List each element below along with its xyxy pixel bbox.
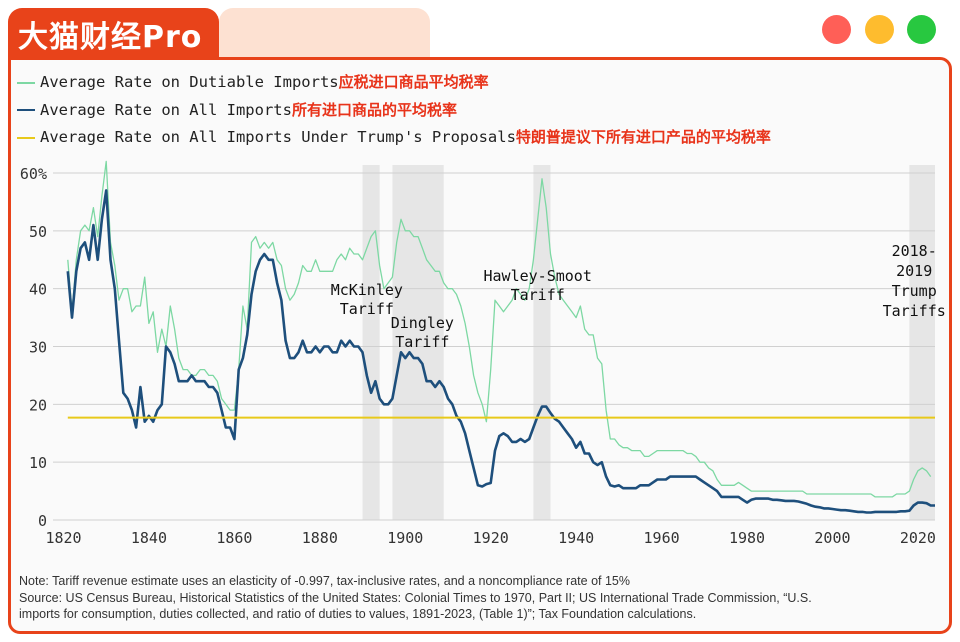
annotation-label: Tariffs bbox=[883, 302, 946, 320]
chart-footnote: Note: Tariff revenue estimate uses an el… bbox=[19, 573, 939, 623]
x-tick-label: 1880 bbox=[302, 529, 338, 547]
x-tick-label: 1840 bbox=[131, 529, 167, 547]
legend-item-trump-proposals: Average Rate on All Imports Under Trump'… bbox=[17, 123, 771, 151]
maximize-window-button[interactable] bbox=[907, 15, 936, 44]
x-tick-label: 2000 bbox=[814, 529, 850, 547]
legend-item-dutiable: Average Rate on Dutiable Imports应税进口商品平均… bbox=[17, 68, 771, 96]
y-tick-label: 0 bbox=[38, 512, 47, 530]
x-tick-label: 1920 bbox=[473, 529, 509, 547]
shaded-period bbox=[533, 165, 551, 520]
legend-swatch bbox=[17, 109, 35, 111]
minimize-window-button[interactable] bbox=[865, 15, 894, 44]
annotation-label: Dingley bbox=[391, 314, 454, 332]
legend-label-en: Average Rate on Dutiable Imports bbox=[40, 73, 339, 91]
x-tick-label: 1900 bbox=[387, 529, 423, 547]
shaded-period bbox=[392, 165, 444, 520]
legend-label-zh: 应税进口商品平均税率 bbox=[338, 73, 489, 91]
annotation-label: 2019 bbox=[896, 262, 932, 280]
x-tick-label: 1820 bbox=[45, 529, 81, 547]
footnote-line: Note: Tariff revenue estimate uses an el… bbox=[19, 574, 630, 588]
annotation-label: McKinley bbox=[331, 281, 403, 299]
legend-label-en: Average Rate on All Imports Under Trump'… bbox=[40, 128, 516, 146]
brand-title: 大猫财经Pro bbox=[18, 20, 203, 55]
close-window-button[interactable] bbox=[822, 15, 851, 44]
shaded-period bbox=[909, 165, 935, 520]
annotation-label: Tariff bbox=[395, 333, 449, 351]
chart-panel bbox=[8, 57, 952, 634]
legend-label-zh: 所有进口商品的平均税率 bbox=[291, 100, 457, 119]
x-tick-label: 2020 bbox=[900, 529, 936, 547]
y-tick-label: 20 bbox=[29, 396, 47, 414]
legend-item-all-imports: Average Rate on All Imports所有进口商品的平均税率 bbox=[17, 96, 771, 124]
annotation-label: 2018- bbox=[892, 242, 937, 260]
annotation-label: Tariff bbox=[340, 300, 394, 318]
annotation-label: Hawley-Smoot bbox=[484, 267, 592, 285]
secondary-tab[interactable] bbox=[219, 8, 430, 58]
x-tick-label: 1940 bbox=[558, 529, 594, 547]
footnote-line: imports for consumption, duties collecte… bbox=[19, 607, 697, 621]
brand-tab[interactable] bbox=[8, 8, 219, 60]
annotation-label: Tariff bbox=[511, 286, 565, 304]
x-tick-label: 1980 bbox=[729, 529, 765, 547]
chart-legend: Average Rate on Dutiable Imports应税进口商品平均… bbox=[17, 68, 771, 151]
shaded-period bbox=[362, 165, 380, 520]
y-tick-label: 60% bbox=[20, 165, 47, 183]
x-tick-label: 1960 bbox=[644, 529, 680, 547]
y-tick-label: 50 bbox=[29, 223, 47, 241]
legend-label-en: Average Rate on All Imports bbox=[40, 100, 292, 119]
annotation-label: Trump bbox=[892, 282, 937, 300]
legend-label-zh: 特朗普提议下所有进口产品的平均税率 bbox=[515, 128, 771, 146]
y-tick-label: 40 bbox=[29, 281, 47, 299]
footnote-line: Source: US Census Bureau, Historical Sta… bbox=[19, 590, 812, 605]
series-line-dutiable bbox=[67, 160, 932, 498]
legend-swatch bbox=[17, 81, 35, 84]
legend-swatch bbox=[17, 136, 35, 139]
series-line-all-imports bbox=[66, 189, 935, 514]
x-tick-label: 1860 bbox=[216, 529, 252, 547]
y-tick-label: 10 bbox=[29, 454, 47, 472]
y-tick-label: 30 bbox=[29, 339, 47, 357]
